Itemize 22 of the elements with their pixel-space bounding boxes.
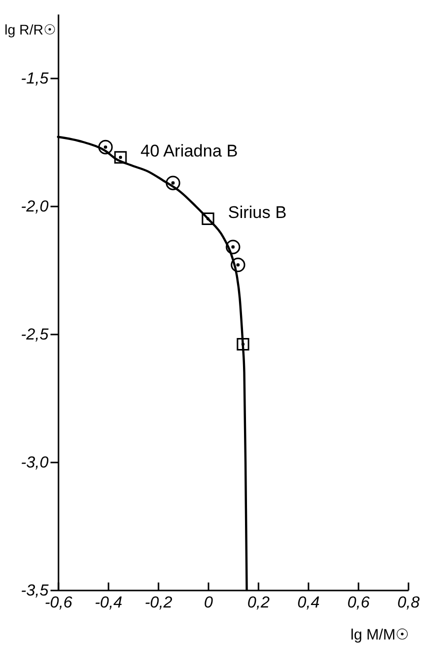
x-tick-label: 0 [204, 594, 214, 612]
point [98, 140, 113, 154]
x-tick-label: 0,2 [247, 594, 270, 612]
x-tick-label: 0,4 [297, 594, 320, 612]
x-tick-label: 0,8 [397, 594, 420, 612]
y-axis-title: lg R/R☉ [4, 22, 56, 38]
y-tick-label: -3,0 [20, 454, 49, 472]
point [236, 338, 250, 350]
x-tick-label: -0,4 [94, 594, 122, 612]
y-tick-label: -2,5 [20, 326, 49, 344]
y-tick-label: -1,5 [20, 70, 49, 88]
point [114, 151, 127, 164]
y-tick-label: -2,0 [20, 198, 49, 216]
x-tick-label: 0,6 [347, 594, 370, 612]
annotation: Sirius B [228, 202, 287, 222]
x-tick-label: -0,2 [144, 594, 172, 612]
point [202, 212, 214, 226]
point [166, 176, 180, 190]
annotation: 40 Ariadna B [140, 141, 238, 160]
x-axis-title: lg M/M☉ [350, 626, 408, 644]
point [226, 240, 240, 254]
point [230, 258, 246, 272]
